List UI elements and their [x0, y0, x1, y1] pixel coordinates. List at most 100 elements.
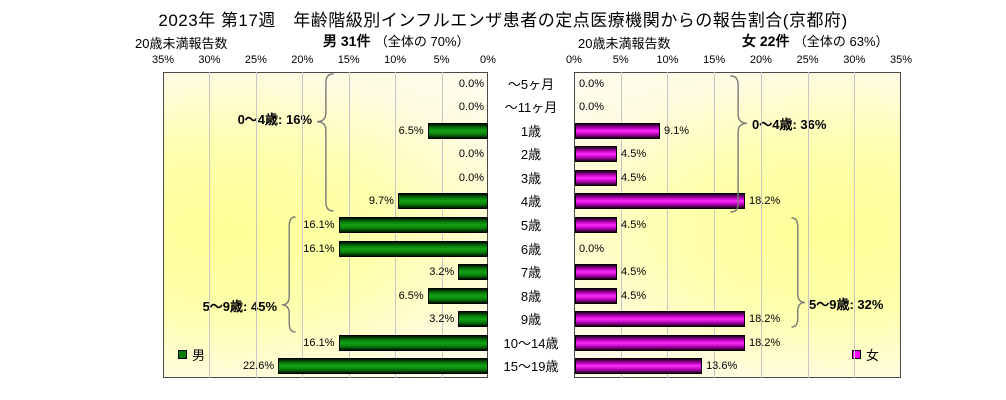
female-axis-tick-label: 15% [703, 54, 726, 66]
male-value-label: 0.0% [458, 77, 484, 90]
female-axis-tick-label: 10% [656, 54, 679, 66]
female-legend-label: 女 [866, 348, 880, 363]
male-bar [278, 358, 488, 375]
category-label: 8歳 [520, 288, 542, 304]
female-value-label: 18.2% [749, 336, 781, 349]
category-label: 15～19歳 [503, 359, 559, 375]
category-label: 9歳 [520, 312, 542, 328]
gridline [209, 72, 211, 378]
female-bar [575, 122, 661, 139]
category-label: 1歳 [520, 123, 542, 139]
male-value-label: 9.7% [368, 195, 394, 208]
brace-annotation [730, 75, 748, 213]
female-axis-tick-label: 0% [566, 54, 582, 66]
category-label: 10～14歳 [503, 335, 559, 351]
male-share-label: （全体の 70%） [374, 34, 470, 49]
male-axis-tick-label: 0% [480, 54, 496, 66]
male-bar [427, 122, 488, 139]
page-title: 2023年 第17週 年齢階級別インフルエンザ患者の定点医療機関からの報告割合(… [158, 11, 848, 30]
female-bar [575, 311, 746, 328]
female-value-label: 4.5% [621, 266, 647, 279]
gridline [714, 72, 716, 378]
male-axis-tick-label: 15% [337, 54, 360, 66]
male-axis-tick-label: 20% [291, 54, 314, 66]
male-legend-label: 男 [192, 348, 206, 363]
female-legend: 女 [852, 345, 879, 364]
female-bar [575, 358, 703, 375]
category-label: 3歳 [520, 170, 542, 186]
female-value-label: 4.5% [621, 289, 647, 302]
male-value-label: 22.6% [242, 360, 275, 373]
gridline [667, 72, 669, 378]
brace-annotation [316, 73, 334, 212]
category-label: ～11ヶ月 [504, 100, 558, 116]
female-share-label: （全体の 63%） [793, 34, 889, 49]
female-bar [575, 217, 618, 233]
female-bar [575, 169, 618, 186]
male-bar [397, 193, 488, 210]
female-value-label: 0.0% [579, 101, 605, 114]
male-axis-tick-label: 25% [244, 54, 267, 66]
male-bar [458, 264, 488, 281]
male-axis-tick-label: 35% [151, 54, 175, 66]
male-value-label: 6.5% [398, 124, 424, 137]
female-axis-tick-label: 5% [612, 54, 629, 66]
category-label: 6歳 [520, 241, 542, 257]
male-value-label: 16.1% [303, 219, 335, 231]
male-bar [427, 287, 488, 304]
category-label: 7歳 [520, 265, 542, 281]
female-value-label: 18.2% [749, 313, 781, 326]
male-bar [338, 217, 488, 233]
female-axis-tick-label: 30% [843, 54, 866, 66]
female-value-label: 18.2% [749, 195, 781, 208]
female-total-header: 女 22件 （全体の 63%） [742, 31, 889, 51]
female-bar [575, 264, 618, 281]
male-total-header: 男 31件 （全体の 70%） [323, 31, 470, 51]
female-age0-4-annotation: 0～4歳: 36% [752, 117, 827, 132]
brace-annotation [281, 216, 296, 333]
category-label: 2歳 [520, 147, 542, 163]
female-count-label: 女 22件 [742, 33, 790, 49]
male-value-label: 3.2% [429, 266, 455, 279]
male-value-label: 16.1% [303, 242, 335, 255]
male-axis-tick-label: 30% [198, 54, 221, 66]
female-axis-tick-label: 25% [796, 54, 819, 66]
female-value-label: 4.5% [621, 171, 647, 184]
male-age5-9-annotation: 5～9歳: 45% [202, 299, 277, 314]
male-value-label: 3.2% [429, 313, 455, 326]
female-value-label: 9.1% [664, 124, 690, 137]
female-value-label: 4.5% [621, 219, 647, 231]
male-value-label: 16.1% [303, 336, 335, 349]
female-bar [575, 334, 746, 351]
female-value-label: 4.5% [621, 148, 647, 161]
category-label: 5歳 [520, 218, 542, 233]
female-under20-reports-label: 20歳未満報告数 [578, 36, 671, 51]
male-under20-reports-label: 20歳未満報告数 [135, 36, 228, 51]
male-legend-swatch-icon [178, 350, 187, 359]
female-age5-9-annotation: 5～9歳: 32% [809, 297, 884, 312]
male-count-label: 男 31件 [323, 33, 371, 49]
male-bar [458, 311, 488, 328]
male-axis-tick-label: 10% [384, 54, 407, 66]
category-label: 4歳 [520, 194, 542, 210]
female-bar [575, 146, 618, 163]
male-value-label: 0.0% [458, 101, 484, 114]
female-axis-tick-label: 35% [889, 54, 913, 66]
gridline [854, 72, 856, 378]
female-legend-swatch-icon [852, 350, 861, 359]
male-value-label: 0.0% [458, 171, 484, 184]
gridline [302, 72, 304, 378]
male-value-label: 0.0% [458, 148, 484, 161]
male-axis-tick-label: 5% [433, 54, 450, 66]
female-value-label: 0.0% [579, 242, 605, 255]
category-label: ～5ヶ月 [507, 76, 555, 92]
male-bar [338, 240, 488, 257]
male-value-label: 6.5% [398, 289, 424, 302]
female-bar [575, 287, 618, 304]
female-value-label: 0.0% [579, 77, 605, 90]
female-axis-tick-label: 20% [749, 54, 772, 66]
brace-annotation [791, 217, 806, 328]
female-bar [575, 193, 746, 210]
gridline [255, 72, 257, 378]
